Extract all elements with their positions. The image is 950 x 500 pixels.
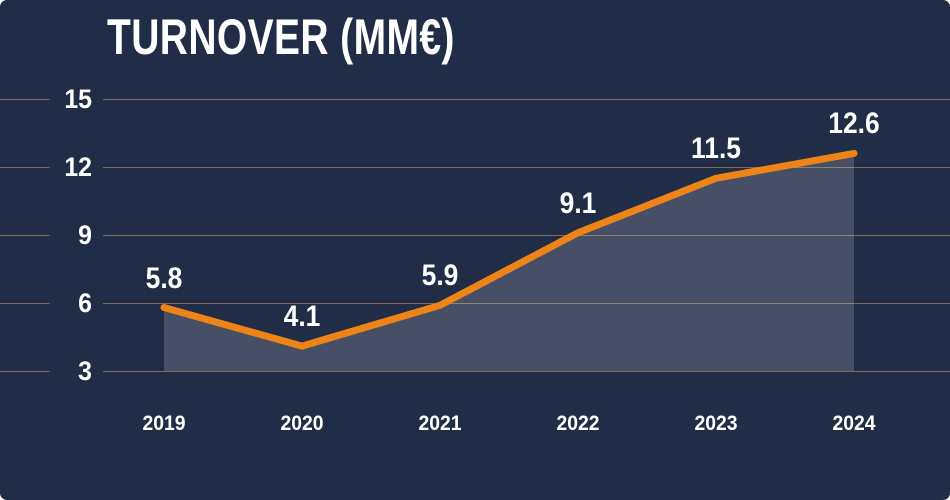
x-axis-tick-label: 2019	[142, 412, 186, 435]
data-point-value-label: 9.1	[559, 186, 597, 220]
trend-line	[160, 149, 858, 350]
y-axis-tick-label: 12	[49, 150, 103, 184]
x-axis-tick-label: 2023	[694, 412, 738, 435]
x-axis-tick-label: 2022	[556, 412, 600, 435]
x-axis-tick-label: 2020	[280, 412, 324, 435]
gridline	[0, 303, 950, 304]
gridline	[0, 99, 950, 100]
area-fill	[164, 153, 854, 371]
chart-title: TURNOVER (MM€)	[107, 9, 455, 65]
gridline	[0, 371, 950, 372]
gridline	[0, 235, 950, 236]
y-axis-tick-label: 9	[49, 218, 103, 252]
y-axis-tick-label: 6	[49, 286, 103, 320]
x-axis-tick-label: 2024	[832, 412, 876, 435]
data-point-value-label: 5.8	[145, 261, 183, 295]
gridline	[0, 167, 950, 168]
x-axis-tick-label: 2021	[418, 412, 462, 435]
data-point-value-label: 12.6	[828, 107, 880, 141]
y-axis-tick-label: 3	[49, 354, 103, 388]
y-axis-tick-label: 15	[49, 82, 103, 116]
data-point-value-label: 11.5	[691, 132, 741, 166]
data-point-value-label: 4.1	[283, 300, 321, 334]
data-point-value-label: 5.9	[421, 259, 459, 293]
